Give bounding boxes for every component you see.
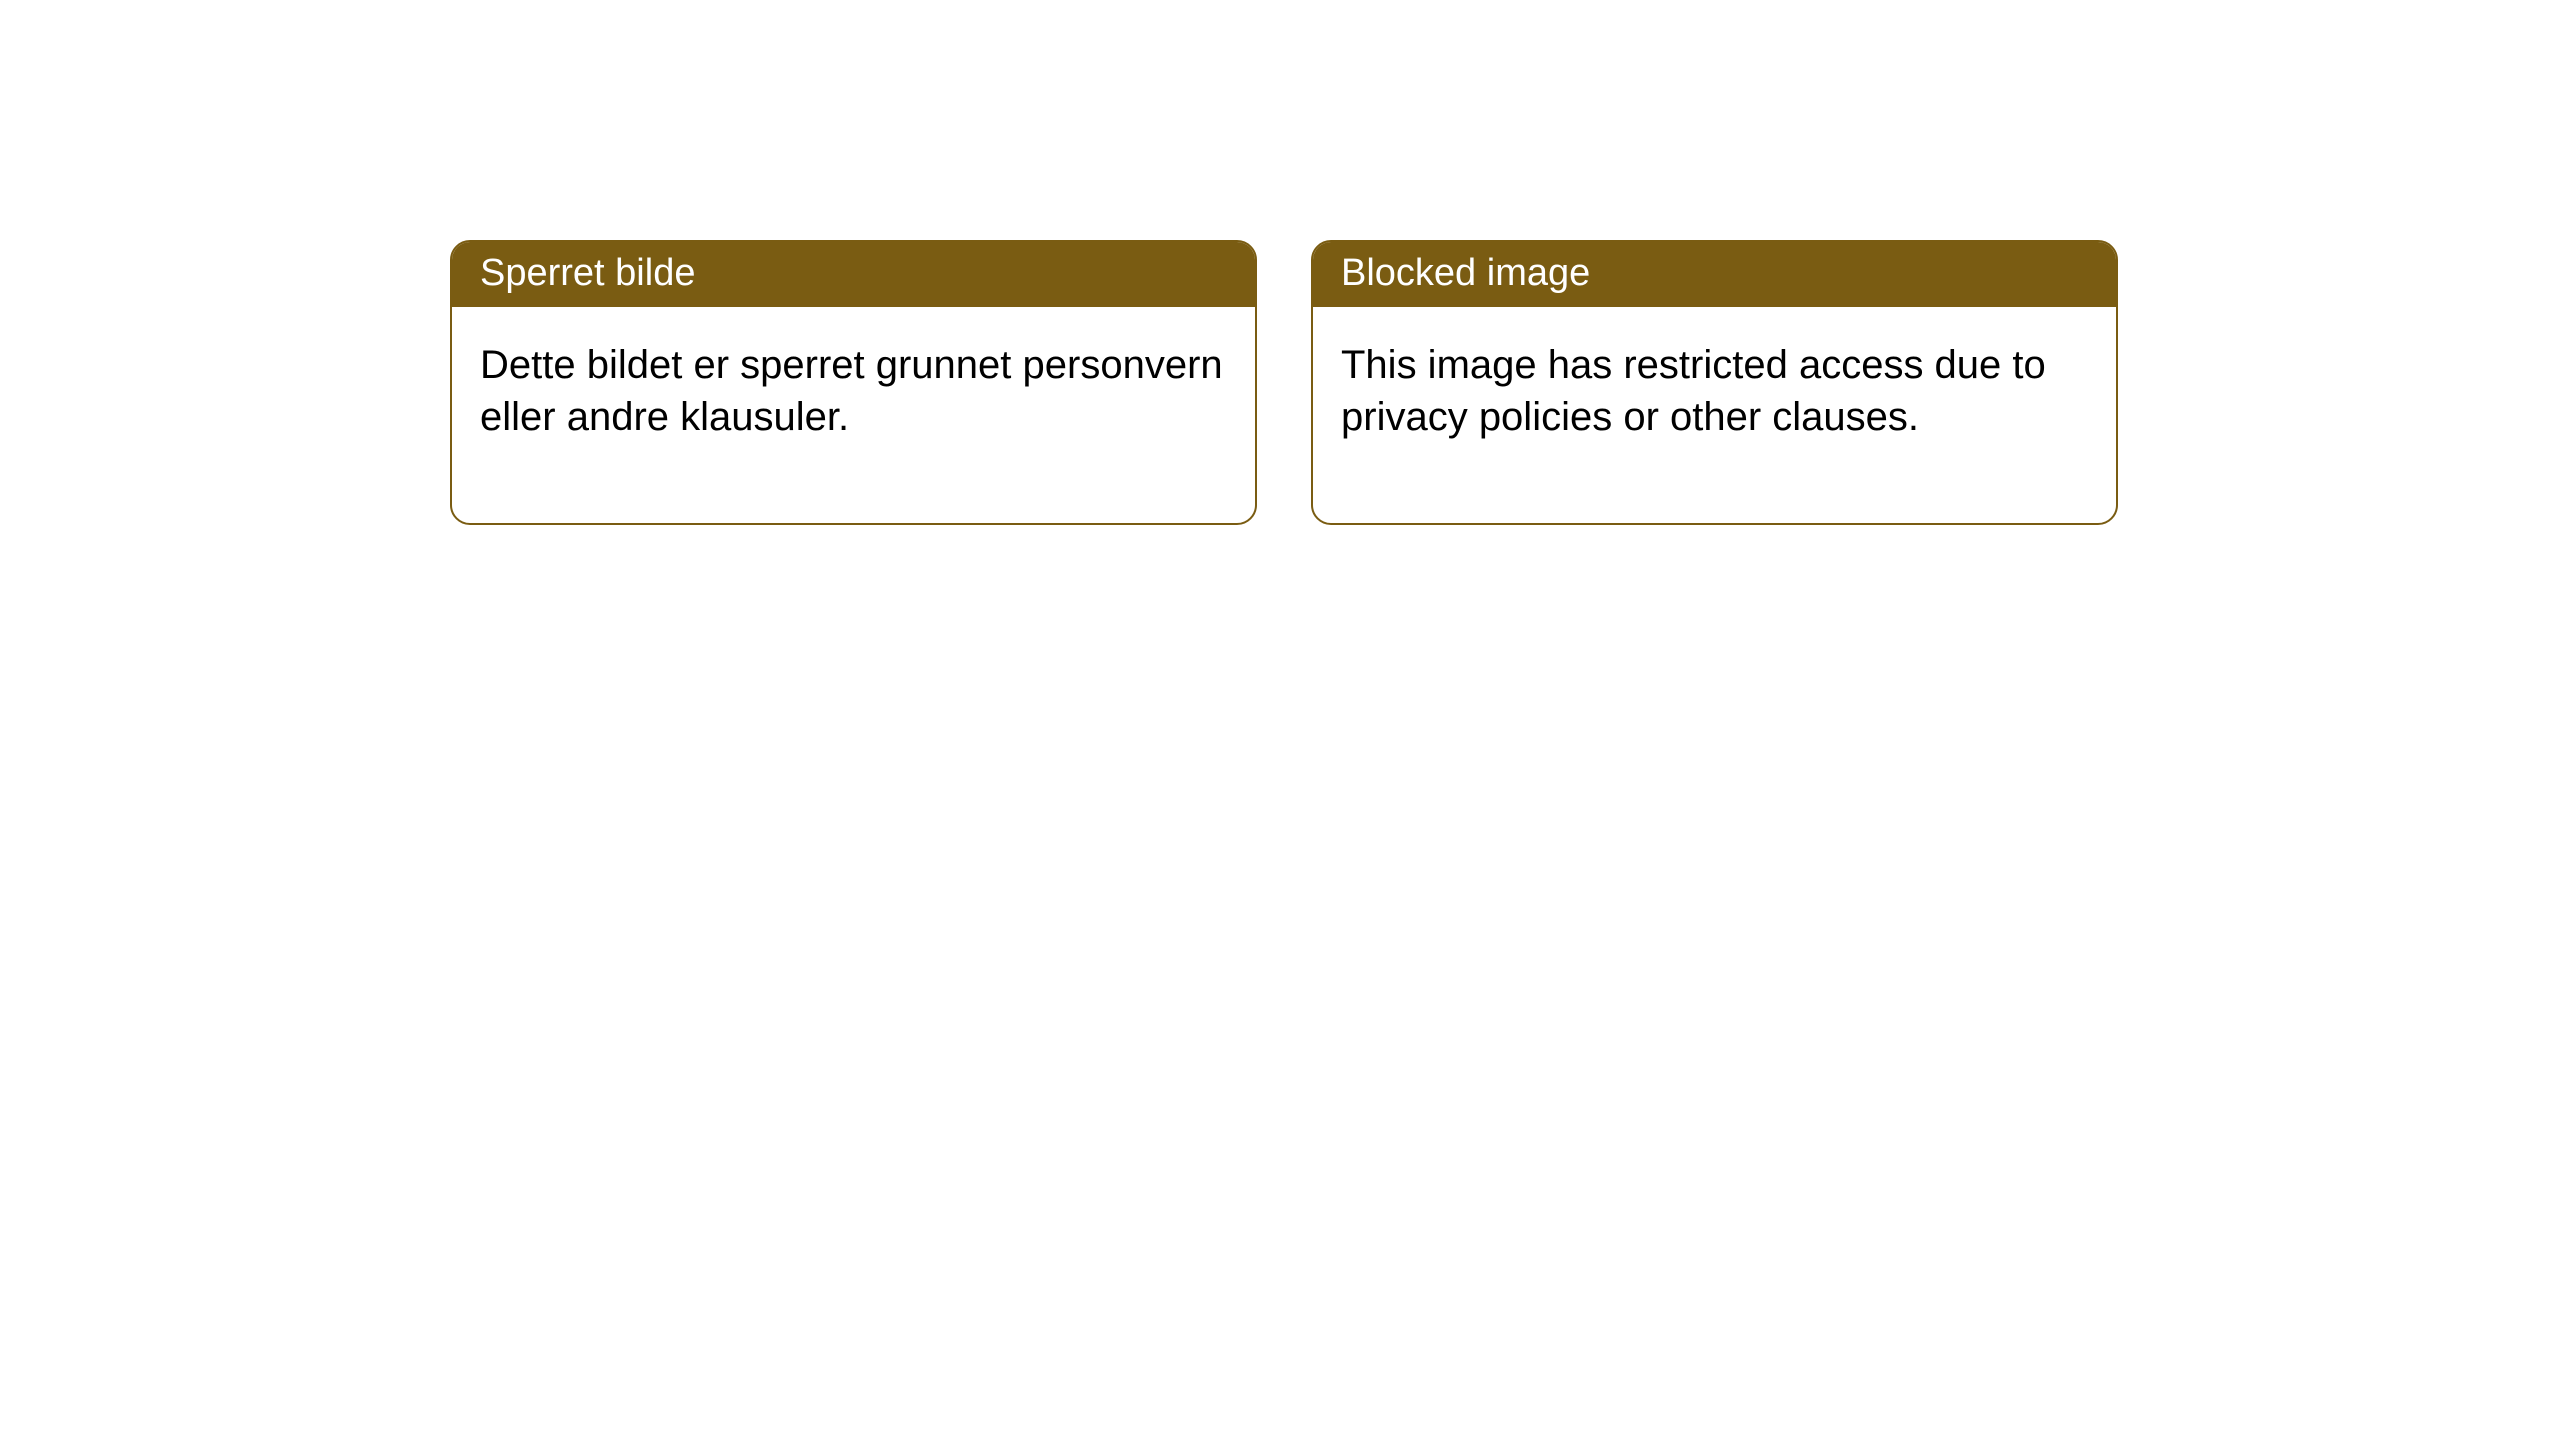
- notice-container: Sperret bilde Dette bildet er sperret gr…: [0, 0, 2560, 525]
- notice-card-norwegian: Sperret bilde Dette bildet er sperret gr…: [450, 240, 1257, 525]
- notice-header: Sperret bilde: [452, 242, 1255, 307]
- notice-header: Blocked image: [1313, 242, 2116, 307]
- notice-message: Dette bildet er sperret grunnet personve…: [480, 343, 1223, 439]
- notice-body: Dette bildet er sperret grunnet personve…: [452, 307, 1255, 523]
- notice-title: Sperret bilde: [480, 252, 695, 294]
- notice-title: Blocked image: [1341, 252, 1590, 294]
- notice-card-english: Blocked image This image has restricted …: [1311, 240, 2118, 525]
- notice-body: This image has restricted access due to …: [1313, 307, 2116, 523]
- notice-message: This image has restricted access due to …: [1341, 343, 2046, 439]
